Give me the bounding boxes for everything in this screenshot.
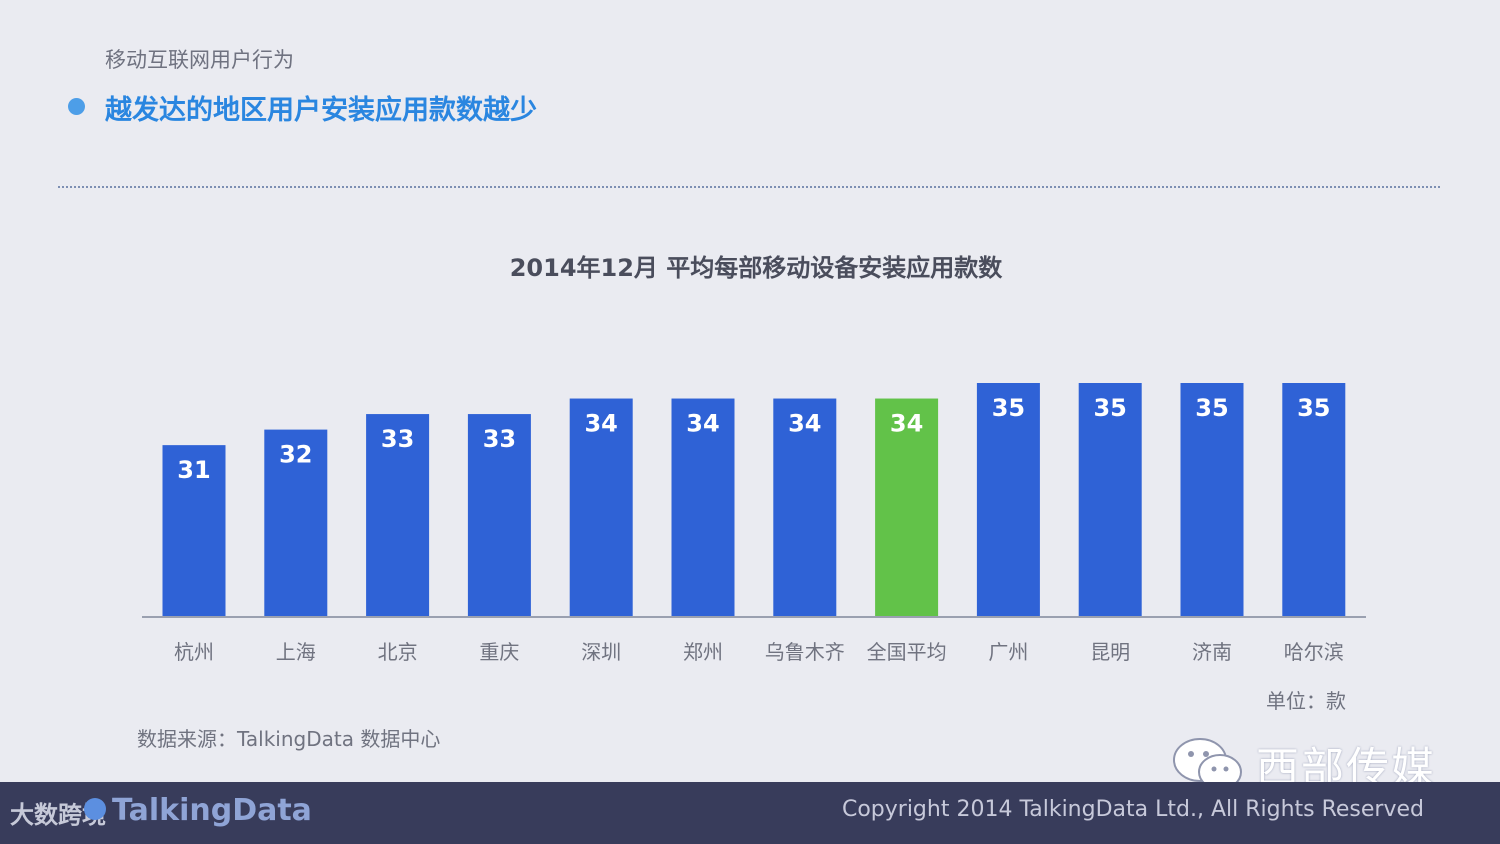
category-label-4: 深圳 [581, 640, 621, 664]
data-label-6: 34 [788, 410, 821, 438]
bar-4 [569, 398, 633, 616]
data-label-4: 34 [584, 410, 617, 438]
category-label-6: 乌鲁木齐 [765, 640, 845, 664]
brand-logo-icon [84, 798, 106, 820]
source-note: 数据来源：TalkingData 数据中心 [137, 727, 441, 751]
data-label-8: 35 [992, 394, 1025, 422]
category-label-2: 北京 [378, 640, 418, 664]
bar-9 [1078, 383, 1142, 616]
divider [58, 186, 1440, 188]
bar-6 [773, 398, 837, 616]
data-label-3: 33 [483, 425, 516, 453]
headline-bullet-icon [68, 98, 85, 115]
headline: 越发达的地区用户安装应用款数越少 [105, 95, 537, 126]
footer-bar [0, 782, 1500, 844]
chart-title: 2014年12月 平均每部移动设备安装应用款数 [509, 254, 1003, 282]
category-label-5: 郑州 [683, 640, 723, 664]
bar-5 [671, 398, 735, 616]
category-label-8: 广州 [988, 640, 1028, 664]
data-label-11: 35 [1297, 394, 1330, 422]
bar-11 [1282, 383, 1346, 616]
bar-7 [875, 398, 939, 616]
category-label-3: 重庆 [479, 640, 519, 664]
unit-label: 单位：款 [1266, 689, 1346, 713]
category-label-9: 昆明 [1090, 640, 1130, 664]
bar-chart: 31 杭州 32 上海 33 北京 33 重庆 34 深圳 34 郑州 34 乌鲁木齐 34 全国平均 35 广州… [142, 383, 1366, 664]
data-label-10: 35 [1195, 394, 1228, 422]
wechat-icon [1173, 738, 1242, 790]
category-label-10: 济南 [1192, 640, 1232, 664]
category-label-7: 全国平均 [867, 640, 947, 664]
copyright: Copyright 2014 TalkingData Ltd., All Rig… [841, 797, 1424, 822]
data-label-5: 34 [686, 410, 719, 438]
bar-0 [162, 445, 226, 616]
footer-brand: TalkingData [112, 793, 312, 828]
category-label-1: 上海 [276, 640, 316, 664]
bar-8 [976, 383, 1040, 616]
data-label-0: 31 [177, 456, 210, 484]
category-label-11: 哈尔滨 [1284, 640, 1344, 664]
bar-1 [264, 429, 328, 616]
bar-10 [1180, 383, 1244, 616]
bar-2 [366, 414, 430, 616]
category-label-0: 杭州 [174, 640, 214, 664]
data-label-2: 33 [381, 425, 414, 453]
section-label: 移动互联网用户行为 [105, 48, 294, 72]
data-label-7: 34 [890, 410, 923, 438]
data-label-1: 32 [279, 441, 312, 469]
data-label-9: 35 [1093, 394, 1126, 422]
bar-3 [467, 414, 531, 616]
